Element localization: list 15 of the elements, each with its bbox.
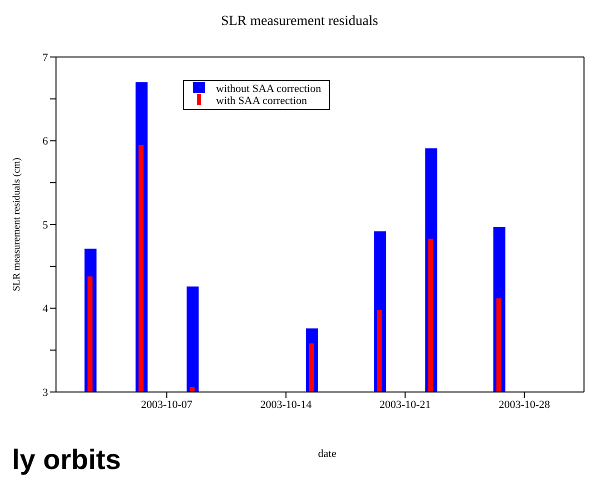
y-tick-label: 6 (42, 136, 48, 148)
y-tick-label: 3 (42, 386, 48, 399)
legend-label: with SAA correction (216, 95, 308, 107)
chart-title: SLR measurement residuals (220, 14, 380, 30)
text: ly orbits (12, 444, 121, 476)
legend-label: without SAA correction (216, 83, 322, 95)
y-tick-label: 5 (42, 219, 48, 232)
x-tick-label: 2003-10-21 (379, 398, 431, 411)
x-tick-label: 2003-10-28 (498, 398, 551, 411)
y-tick-label: 4 (42, 303, 48, 316)
x-axis-title: date (318, 448, 336, 460)
y-tick-label: 7 (42, 52, 48, 64)
x-tick-label: 2003-10-14 (260, 398, 312, 411)
y-axis-title: SLR measurement residuals (cm) (12, 158, 23, 292)
x-tick-label: 2003-10-07 (141, 398, 193, 411)
